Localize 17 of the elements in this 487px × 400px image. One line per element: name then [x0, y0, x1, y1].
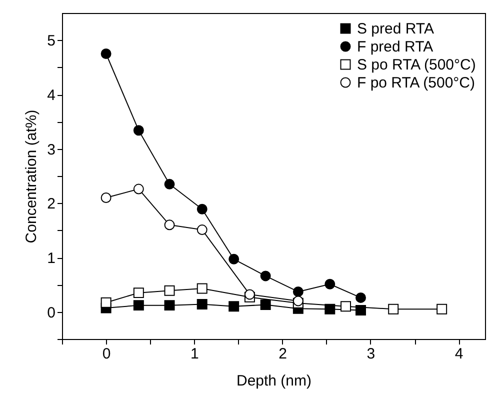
y-tick-label: 1: [47, 250, 56, 267]
y-axis-title: Concentration (at%): [23, 110, 40, 244]
x-tick-label: 0: [102, 346, 111, 362]
legend-label: F po RTA (500°C): [357, 74, 475, 92]
x-axis-title: Depth (nm): [236, 372, 312, 390]
x-tick-label: 1: [190, 346, 199, 362]
y-tick-label: 2: [47, 196, 56, 213]
x-tick-label: 2: [278, 346, 287, 362]
y-tick-label: 3: [47, 141, 56, 158]
legend-label: F pred RTA: [357, 38, 434, 56]
legend-label: S pred RTA: [357, 20, 434, 38]
y-tick-label: 4: [47, 87, 56, 104]
legend-label: S po RTA (500°C): [357, 56, 476, 74]
y-tick-label: 0: [47, 304, 56, 322]
x-tick-label: 3: [366, 346, 376, 362]
x-tick-label: 4: [454, 346, 464, 362]
y-tick-label: 5: [47, 32, 56, 50]
